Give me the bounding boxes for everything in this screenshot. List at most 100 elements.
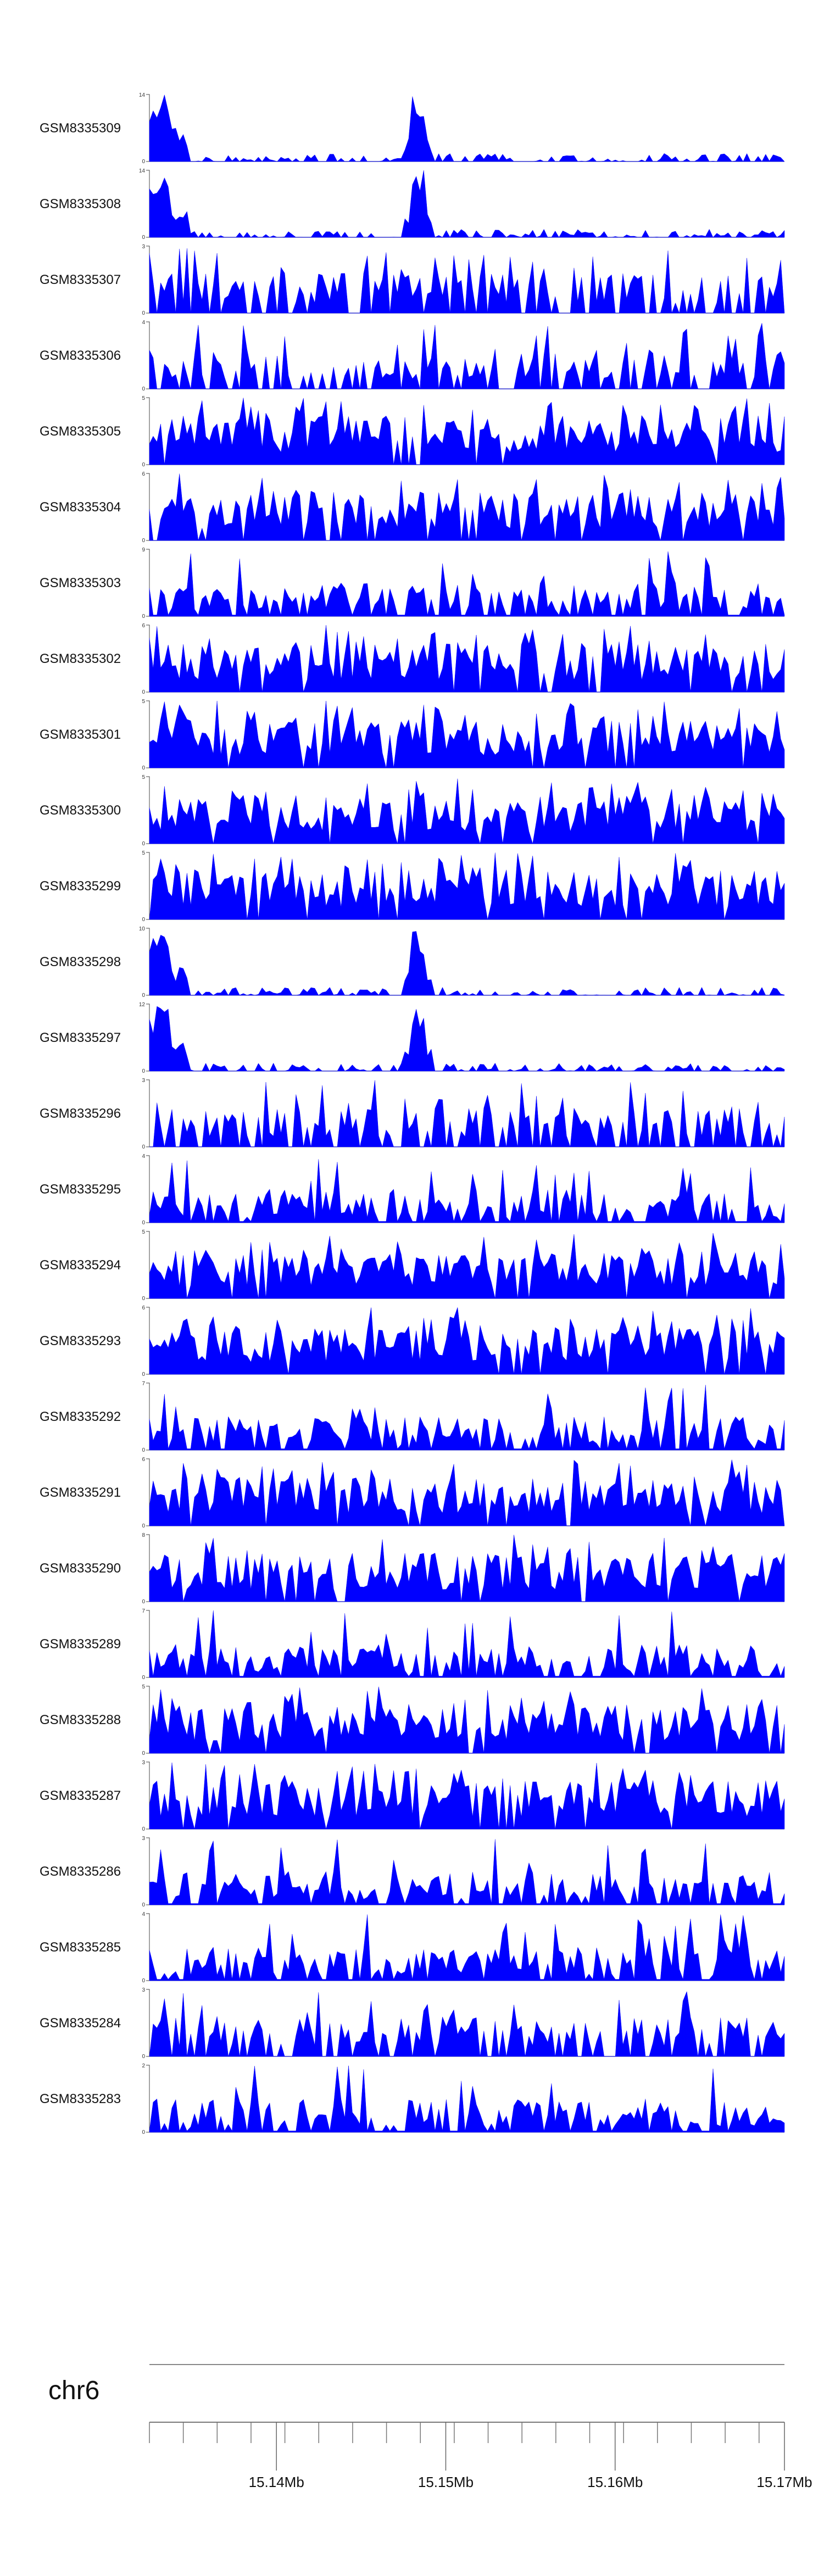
y-axis — [146, 1610, 150, 1678]
y-axis — [146, 321, 150, 389]
y-max-label: 3 — [142, 1987, 145, 1993]
track-label: GSM8335289 — [40, 1637, 121, 1652]
track-label: GSM8335304 — [40, 500, 121, 515]
y-max-label: 3 — [142, 1078, 145, 1084]
coverage-area — [149, 2065, 785, 2133]
y-max-label: 10 — [139, 926, 146, 932]
y-axis — [146, 1534, 150, 1602]
y-max-label: 5 — [142, 774, 145, 780]
track-label: GSM8335302 — [40, 651, 121, 666]
y-axis — [146, 1079, 150, 1147]
y-min-label: 0 — [142, 1523, 145, 1529]
coverage-area — [149, 1990, 785, 2057]
y-max-label: 5 — [142, 395, 145, 402]
y-max-label: 14 — [139, 168, 146, 174]
coordinate-label: 15.16Mb — [587, 2474, 643, 2490]
track-label: GSM8335285 — [40, 1940, 121, 1955]
chromosome-track: chr6 — [48, 2364, 784, 2405]
coverage-area — [149, 1307, 785, 1375]
coverage-area — [149, 931, 785, 996]
y-min-label: 0 — [142, 1068, 145, 1074]
coverage-area — [149, 1006, 785, 1072]
track-GSM8335289: GSM8335289 7 0 — [40, 1608, 785, 1681]
track-GSM8335297: GSM8335297 12 0 — [40, 1002, 785, 1074]
y-axis — [146, 1382, 150, 1451]
y-min-label: 0 — [142, 1750, 145, 1757]
y-axis — [146, 397, 150, 465]
track-GSM8335307: GSM8335307 3 0 — [40, 244, 785, 316]
y-max-label: 5 — [142, 850, 145, 856]
coverage-area — [149, 170, 785, 238]
track-GSM8335298: GSM8335298 10 0 — [40, 926, 785, 999]
track-GSM8335290: GSM8335290 8 0 — [40, 1532, 785, 1605]
coverage-area — [149, 1914, 785, 1981]
y-min-label: 0 — [142, 993, 145, 999]
y-axis — [146, 1837, 150, 1905]
y-max-label: 7 — [142, 1608, 145, 1614]
y-max-label: 5 — [142, 699, 145, 705]
y-max-label: 14 — [139, 92, 146, 98]
minor-ticks — [149, 2422, 760, 2443]
track-GSM8335292: GSM8335292 7 0 — [40, 1381, 785, 1453]
track-label: GSM8335287 — [40, 1788, 121, 1803]
y-min-label: 0 — [142, 1371, 145, 1378]
y-max-label: 6 — [142, 471, 145, 477]
y-max-label: 4 — [142, 320, 145, 326]
y-min-label: 0 — [142, 2129, 145, 2135]
genomic-axis: 15.14Mb 15.15Mb 15.16Mb 15.17Mb — [149, 2422, 812, 2490]
y-axis — [146, 2065, 150, 2133]
coverage-tracks: GSM8335309140GSM8335308140GSM833530730GS… — [40, 92, 785, 2135]
y-max-label: 8 — [142, 1532, 145, 1538]
y-min-label: 0 — [142, 1144, 145, 1150]
coordinate-label: 15.17Mb — [756, 2474, 812, 2490]
track-GSM8335283: GSM8335283 2 0 — [40, 2063, 785, 2135]
coverage-area — [149, 94, 785, 162]
y-min-label: 0 — [142, 689, 145, 695]
y-max-label: 7 — [142, 1381, 145, 1387]
y-min-label: 0 — [142, 614, 145, 620]
coverage-area — [149, 1159, 785, 1223]
coverage-area — [149, 1385, 785, 1451]
track-GSM8335303: GSM8335303 9 0 — [40, 547, 785, 620]
y-axis — [146, 700, 150, 768]
track-GSM8335287: GSM8335287 3 0 — [40, 1760, 785, 1832]
track-label: GSM8335306 — [40, 348, 121, 363]
coverage-area — [149, 1686, 785, 1754]
y-axis — [146, 1307, 150, 1375]
y-min-label: 0 — [142, 1902, 145, 1908]
track-label: GSM8335298 — [40, 955, 121, 969]
y-axis — [146, 625, 150, 693]
track-label: GSM8335292 — [40, 1409, 121, 1424]
track-label: GSM8335299 — [40, 879, 121, 894]
major-ticks: 15.14Mb 15.15Mb 15.16Mb 15.17Mb — [249, 2422, 812, 2490]
y-max-label: 5 — [142, 1684, 145, 1690]
track-GSM8335296: GSM8335296 3 0 — [40, 1078, 785, 1150]
track-GSM8335309: GSM8335309 14 0 — [40, 92, 785, 165]
y-axis — [146, 94, 150, 162]
y-axis — [146, 776, 150, 844]
coverage-area — [149, 551, 785, 617]
coverage-area — [149, 1839, 785, 1905]
coverage-area — [149, 398, 785, 465]
y-axis — [146, 1913, 150, 1981]
y-min-label: 0 — [142, 1599, 145, 1605]
track-GSM8335301: GSM8335301 5 0 — [40, 699, 785, 771]
track-GSM8335295: GSM8335295 4 0 — [40, 1153, 785, 1226]
y-axis — [146, 1686, 150, 1754]
coverage-area — [149, 248, 785, 314]
y-max-label: 12 — [139, 1002, 146, 1008]
track-label: GSM8335295 — [40, 1182, 121, 1197]
coverage-area — [149, 1233, 785, 1299]
coverage-area — [149, 323, 785, 389]
coverage-area — [149, 701, 785, 768]
track-label: GSM8335288 — [40, 1713, 121, 1727]
y-min-label: 0 — [142, 1978, 145, 1984]
y-axis — [146, 473, 150, 541]
coverage-area — [149, 778, 785, 844]
y-axis — [146, 1003, 150, 1072]
track-GSM8335293: GSM8335293 6 0 — [40, 1305, 785, 1378]
coverage-area — [149, 1610, 785, 1678]
y-min-label: 0 — [142, 386, 145, 392]
y-axis — [146, 1155, 150, 1223]
